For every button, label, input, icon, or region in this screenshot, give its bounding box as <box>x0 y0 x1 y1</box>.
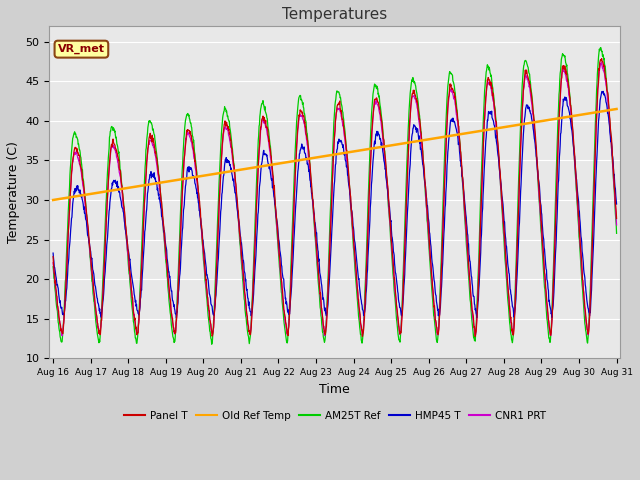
Title: Temperatures: Temperatures <box>282 7 387 22</box>
Text: VR_met: VR_met <box>58 44 105 54</box>
X-axis label: Time: Time <box>319 383 350 396</box>
Legend: Panel T, Old Ref Temp, AM25T Ref, HMP45 T, CNR1 PRT: Panel T, Old Ref Temp, AM25T Ref, HMP45 … <box>120 407 550 425</box>
Y-axis label: Temperature (C): Temperature (C) <box>7 141 20 243</box>
